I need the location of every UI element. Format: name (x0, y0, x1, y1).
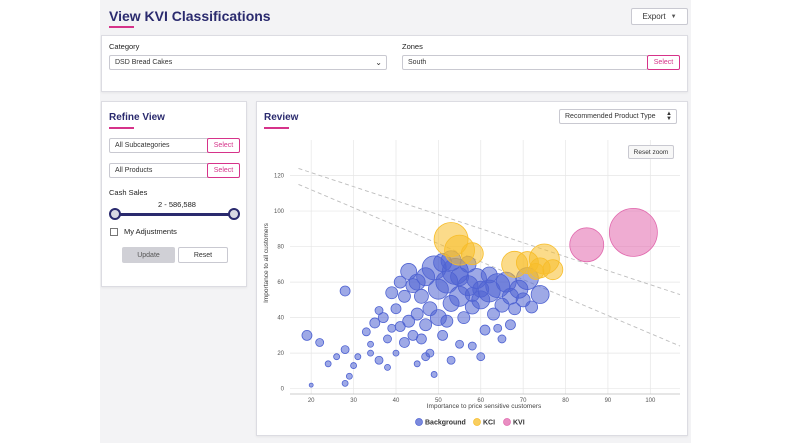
export-label: Export (642, 12, 666, 21)
my-adjustments-checkbox[interactable] (110, 228, 118, 236)
review-title: Review (264, 112, 299, 123)
products-value: All Products (115, 167, 153, 174)
subcategories-field[interactable]: All Subcategories (109, 138, 209, 153)
chevron-down-icon: ⌄ (375, 58, 382, 67)
slider-min-handle[interactable] (109, 208, 121, 220)
refine-view-title: Refine View (109, 112, 165, 123)
product-type-value: Recommended Product Type (565, 113, 656, 120)
reset-button[interactable]: Reset (178, 247, 228, 263)
zones-label: Zones (402, 42, 423, 51)
slider-max-handle[interactable] (228, 208, 240, 220)
update-button[interactable]: Update (122, 247, 175, 263)
up-down-icon: ▲ ▼ (666, 111, 672, 122)
zones-select-button[interactable]: Select (647, 55, 680, 70)
cash-sales-label: Cash Sales (109, 188, 148, 197)
category-select[interactable]: DSD Bread Cakes ⌄ (109, 55, 387, 70)
page-title: View KVI Classifications (109, 8, 271, 24)
caret-down-icon: ▼ (670, 13, 677, 20)
subcategories-select-button[interactable]: Select (207, 138, 240, 153)
reset-zoom-button[interactable]: Reset zoom (628, 145, 674, 159)
cash-sales-slider[interactable] (114, 213, 235, 216)
products-field[interactable]: All Products (109, 163, 209, 178)
category-value: DSD Bread Cakes (115, 59, 173, 66)
title-underline (109, 26, 134, 28)
export-button[interactable]: Export ▼ (631, 8, 688, 25)
products-select-button[interactable]: Select (207, 163, 240, 178)
review-underline (264, 127, 289, 129)
refine-view-underline (109, 127, 134, 129)
category-label: Category (109, 42, 140, 51)
subcategories-value: All Subcategories (115, 142, 170, 149)
review-card (256, 101, 688, 436)
product-type-select[interactable]: Recommended Product Type ▲ ▼ (559, 109, 677, 124)
my-adjustments-label: My Adjustments (124, 227, 177, 236)
cash-sales-range: 2 - 586,588 (158, 200, 196, 209)
zones-field[interactable]: South (402, 55, 648, 70)
zones-value: South (408, 59, 427, 66)
